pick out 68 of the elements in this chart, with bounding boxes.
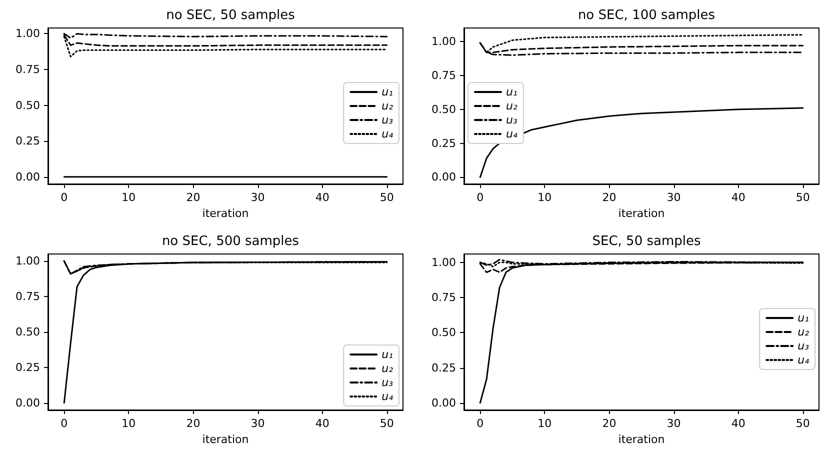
y-tick-label: 0.50 (432, 102, 456, 116)
y-tick-label: 0.50 (16, 98, 40, 112)
legend-label: u₄ (798, 354, 810, 366)
y-tick-label: 0.00 (16, 170, 40, 184)
x-tick-label: 40 (315, 417, 330, 430)
legend-label: u₄ (506, 128, 518, 140)
x-axis-title: iteration (618, 433, 665, 446)
x-tick-label: 10 (538, 191, 552, 204)
chart-title: no SEC, 50 samples (166, 8, 296, 23)
x-tick-label: 50 (380, 417, 394, 430)
y-tick-label: 0.75 (432, 291, 456, 304)
x-tick-label: 40 (315, 191, 330, 204)
x-tick-label: 10 (122, 417, 136, 430)
x-axis-title: iteration (618, 207, 665, 220)
legend-label: u₁ (382, 348, 394, 361)
x-tick-label: 10 (538, 417, 552, 430)
x-tick-label: 50 (796, 191, 810, 204)
y-tick-label: 1.00 (432, 35, 456, 48)
chart-title: no SEC, 100 samples (578, 8, 716, 23)
y-tick-label: 0.50 (16, 326, 40, 338)
y-tick-label: 0.00 (16, 396, 40, 410)
legend-label: u₂ (382, 100, 394, 112)
legend-label: u₂ (506, 100, 518, 112)
x-tick-label: 40 (731, 417, 746, 430)
y-tick-label: 0.25 (432, 136, 456, 150)
y-tick-label: 0.75 (16, 290, 40, 304)
x-tick-label: 50 (380, 191, 394, 204)
legend-label: u₃ (798, 340, 810, 352)
x-tick-label: 30 (250, 417, 265, 430)
y-tick-label: 1.00 (432, 256, 456, 269)
x-tick-label: 20 (602, 191, 616, 204)
y-tick-label: 1.00 (16, 254, 40, 268)
x-axis-title: iteration (202, 207, 249, 220)
y-tick-label: 1.00 (16, 27, 40, 40)
legend-label: u₄ (382, 390, 394, 403)
y-tick-label: 0.25 (16, 360, 40, 374)
legend-label: u₂ (382, 362, 394, 375)
legend-label: u₁ (382, 86, 394, 98)
x-tick-label: 30 (666, 191, 681, 204)
x-tick-label: 20 (186, 191, 200, 204)
x-tick-label: 30 (666, 417, 681, 430)
legend-label: u₂ (798, 326, 810, 338)
x-axis-title: iteration (202, 433, 249, 446)
y-tick-label: 0.75 (16, 63, 40, 76)
chart-title: no SEC, 500 samples (162, 234, 300, 249)
chart-title: SEC, 50 samples (592, 234, 701, 249)
y-tick-label: 0.00 (432, 170, 456, 184)
x-tick-label: 30 (250, 191, 265, 204)
x-tick-label: 0 (60, 191, 68, 204)
y-tick-label: 0.25 (432, 361, 456, 374)
y-tick-label: 0.75 (432, 68, 456, 82)
y-tick-label: 0.50 (432, 326, 456, 340)
legend-label: u₁ (798, 312, 810, 324)
x-tick-label: 20 (186, 417, 200, 430)
legend-label: u₃ (382, 376, 394, 389)
x-tick-label: 0 (476, 191, 484, 204)
x-tick-label: 20 (602, 417, 616, 430)
legend-label: u₁ (506, 86, 518, 98)
y-tick-label: 0.25 (16, 134, 40, 148)
legend-label: u₃ (506, 114, 518, 126)
legend-label: u₃ (382, 114, 394, 126)
y-tick-label: 0.00 (432, 396, 456, 410)
x-tick-label: 40 (731, 191, 746, 204)
x-tick-label: 0 (60, 417, 68, 430)
x-tick-label: 50 (796, 417, 810, 430)
legend-label: u₄ (382, 128, 394, 140)
x-tick-label: 0 (476, 417, 484, 430)
x-tick-label: 10 (122, 191, 136, 204)
